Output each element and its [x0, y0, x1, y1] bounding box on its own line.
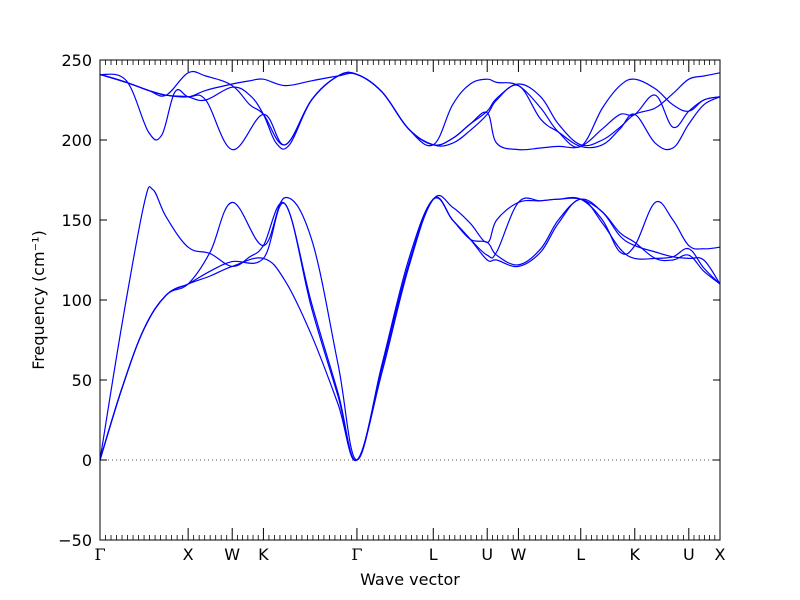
y-tick-label: 150: [61, 211, 92, 230]
kpoint-label: W: [224, 545, 240, 564]
plot-area: [100, 60, 720, 540]
y-tick-label: 0: [82, 451, 92, 470]
kpoint-label: X: [183, 545, 194, 564]
kpoint-label: U: [683, 545, 695, 564]
y-tick-label: 50: [72, 371, 92, 390]
minor-ticks-layer: [105, 60, 716, 540]
y-tick-label: −50: [58, 531, 92, 550]
x-axis-label: Wave vector: [360, 570, 460, 589]
kpoint-label: U: [481, 545, 493, 564]
kpoint-label: K: [630, 545, 641, 564]
y-ticks-layer: 250 200 150 100 50 0 −50: [58, 51, 720, 550]
kpoint-label: L: [429, 545, 438, 564]
phonon-band-3: [99, 186, 721, 461]
phonon-band-7: [99, 72, 721, 148]
plot-frame: [99, 59, 721, 541]
kpoint-label: Γ: [94, 545, 105, 564]
y-tick-label: 100: [61, 291, 92, 310]
phonon-bands-layer: [99, 70, 721, 461]
phonon-band-4: [99, 196, 721, 461]
y-axis-label: Frequency (cm⁻¹): [29, 230, 48, 369]
kpoint-label: X: [715, 545, 726, 564]
y-tick-label: 200: [61, 131, 92, 150]
kpoint-label: Γ: [351, 545, 362, 564]
y-tick-label: 250: [61, 51, 92, 70]
kpoint-label: W: [511, 545, 527, 564]
kpoint-label: K: [258, 545, 269, 564]
kpoint-label: L: [576, 545, 585, 564]
phonon-band-8: [99, 70, 721, 151]
